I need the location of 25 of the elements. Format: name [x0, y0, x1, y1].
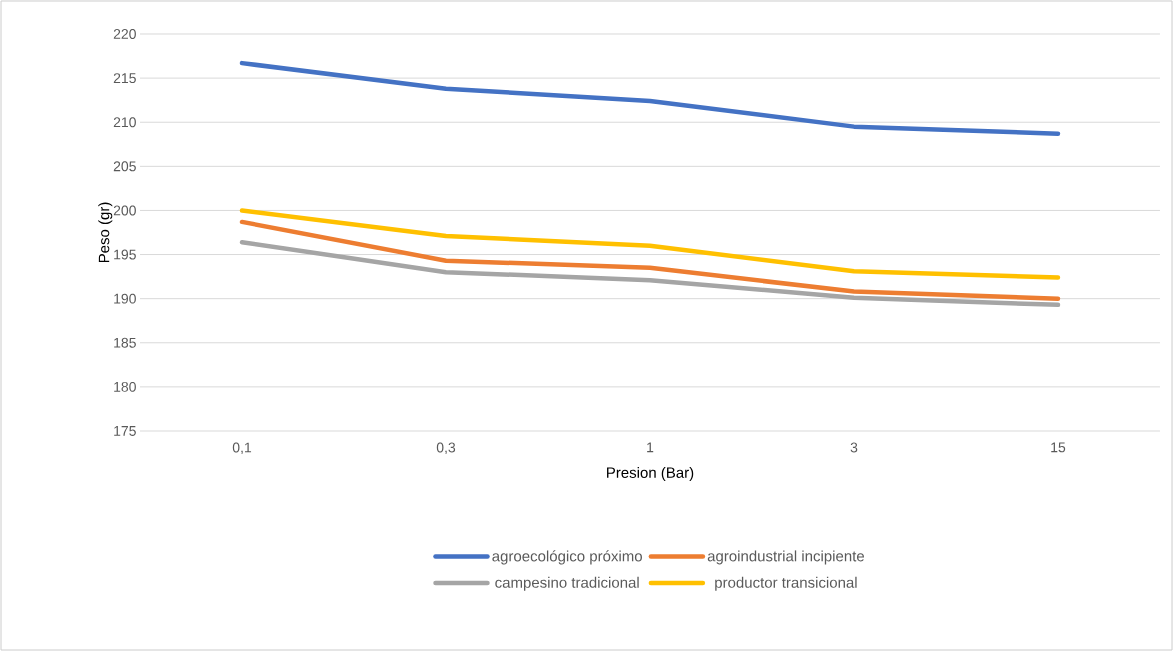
x-tick-label: 0,3: [436, 442, 456, 455]
legend-label: productor transicional: [715, 576, 857, 591]
y-tick-label: 175: [114, 426, 136, 436]
x-tick-label: 0,1: [232, 442, 252, 455]
legend-label: agroindustrial incipiente: [707, 550, 865, 565]
y-tick-label: 190: [114, 293, 136, 304]
legend-label: agroecológico próximo: [492, 550, 642, 565]
y-tick-label: 185: [114, 337, 136, 348]
y-tick-label: 205: [113, 161, 136, 172]
y-axis-title: Peso (gr): [98, 202, 113, 263]
x-tick-label: 1: [647, 442, 654, 453]
legend-label: campesino tradicional: [495, 576, 639, 591]
y-tick-label: 215: [113, 73, 136, 84]
y-tick-label: 180: [114, 381, 136, 392]
line-series: [239, 208, 1061, 280]
y-tick-label: 210: [113, 117, 136, 128]
y-tick-label: 220: [113, 29, 136, 39]
x-axis-title: Presion (Bar): [607, 466, 694, 481]
line-series: [239, 60, 1061, 136]
x-tick-label: 3: [850, 442, 858, 453]
y-tick-label: 200: [113, 205, 136, 216]
line-series: [239, 239, 1061, 308]
x-tick-label: 15: [1051, 442, 1066, 453]
y-tick-label: 195: [114, 249, 136, 260]
line-series: [239, 219, 1061, 301]
